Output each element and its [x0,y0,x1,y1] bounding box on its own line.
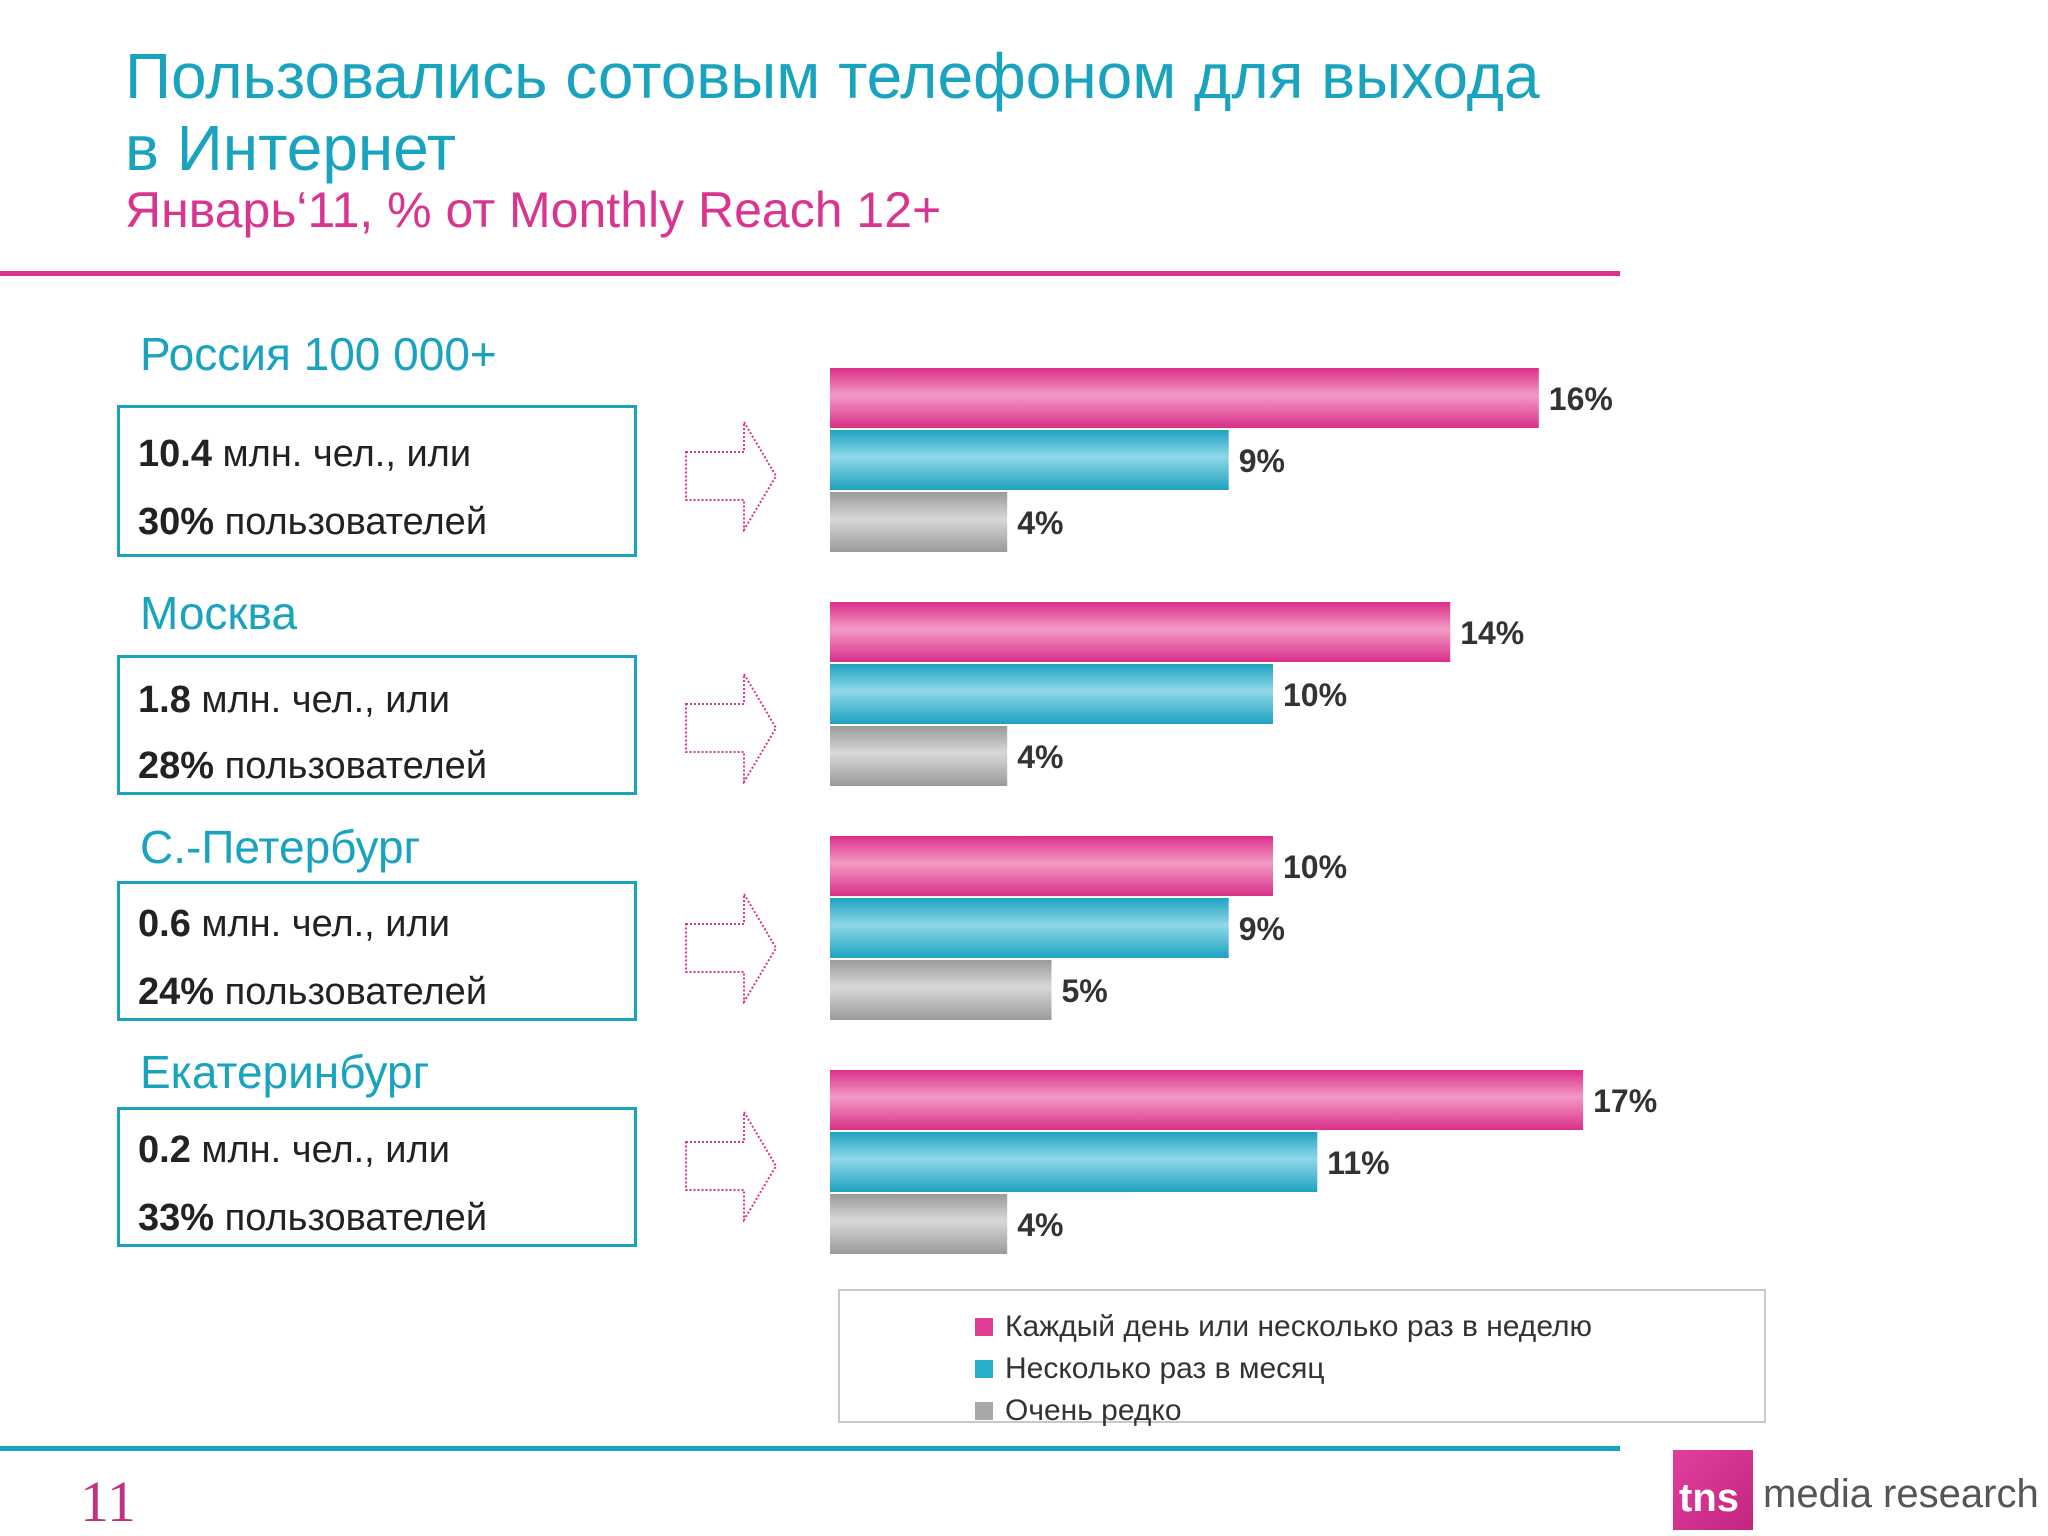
region-title-moscow: Москва [140,587,298,639]
region-info-box-yekaterinburg: 0.2 млн. чел., или 33% пользователей [117,1107,637,1247]
users-share-text: пользователей [214,1197,488,1239]
footer-divider [0,1446,1620,1451]
users-share-text: пользователей [214,501,488,543]
bar-3-2 [830,898,1229,958]
users-share-value: 24% [138,971,215,1013]
bar-3-1 [830,836,1273,896]
legend-swatch [975,1402,993,1420]
logo-text: media research [1763,1472,2039,1516]
data-label-4-3: 4% [1017,1207,1063,1243]
region-title-russia: Россия 100 000+ [140,328,497,380]
users-count-unit: млн. чел., или [211,433,472,475]
legend-swatch [975,1318,993,1336]
users-count-value: 0.2 [138,1129,191,1171]
page-subtitle: Январь‘11, % от Monthly Reach 12+ [125,182,942,238]
users-count-line: 10.4 млн. чел., или [138,432,471,476]
users-share-value: 28% [138,745,215,787]
users-share-value: 30% [138,501,215,543]
users-share-line: 24% пользователей [138,970,487,1014]
bar-4-1 [830,1070,1584,1130]
region-info-box-spb: 0.6 млн. чел., или 24% пользователей [117,881,637,1021]
legend-label: Несколько раз в месяц [1005,1352,1325,1385]
legend-swatch [975,1360,993,1378]
legend-label: Каждый день или несколько раз в неделю [1005,1310,1593,1343]
page-title-line-2: в Интернет [125,112,457,184]
users-count-value: 10.4 [138,433,212,475]
users-share-line: 30% пользователей [138,500,487,544]
users-share-line: 33% пользователей [138,1196,487,1240]
bar-4-3 [830,1194,1008,1254]
header-divider [0,271,1620,276]
users-count-value: 1.8 [138,679,191,721]
users-count-line: 0.6 млн. чел., или [138,902,450,946]
users-count-unit: млн. чел., или [190,679,450,721]
region-info-box-russia: 10.4 млн. чел., или 30% пользователей [117,405,637,557]
bar-3-3 [830,960,1052,1020]
bar-2-3 [830,726,1008,786]
tns-logo: tns media research [1673,1450,2039,1530]
users-count-line: 0.2 млн. чел., или [138,1128,450,1172]
logo-mark-text: tns [1679,1476,1739,1520]
data-label-1-1: 16% [1549,381,1613,417]
bar-1-1 [830,368,1539,428]
data-label-2-1: 14% [1460,615,1524,651]
users-count-unit: млн. чел., или [190,903,450,945]
region-title-yekaterinburg: Екатеринбург [140,1046,430,1098]
data-label-3-1: 10% [1283,849,1347,885]
legend-item-monthly: Несколько раз в месяц [975,1349,1325,1389]
legend-item-daily: Каждый день или несколько раз в неделю [975,1307,1592,1347]
region-title-spb: С.-Петербург [140,821,421,873]
page-number: 11 [80,1469,136,1534]
bar-2-1 [830,602,1451,662]
users-share-value: 33% [138,1197,215,1239]
users-count-value: 0.6 [138,903,191,945]
users-share-text: пользователей [214,745,488,787]
bar-4-2 [830,1132,1318,1192]
region-info-box-moscow: 1.8 млн. чел., или 28% пользователей [117,655,637,795]
data-label-1-2: 9% [1239,443,1285,479]
bar-chart: 16% 9% 4% 14% 10% 4% 10% 9% 5% 17% 11% 4% [830,368,1657,1254]
legend-label: Очень редко [1005,1394,1182,1427]
page-title-line-1: Пользовались сотовым телефоном для выход… [125,40,1540,112]
data-label-3-3: 5% [1062,973,1108,1009]
bar-2-2 [830,664,1273,724]
data-label-3-2: 9% [1239,911,1285,947]
bar-1-2 [830,430,1229,490]
legend-item-rarely: Очень редко [975,1391,1182,1431]
users-share-line: 28% пользователей [138,744,487,788]
chart-legend: Каждый день или несколько раз в неделю Н… [838,1289,1766,1427]
data-label-1-3: 4% [1017,505,1063,541]
data-label-2-3: 4% [1017,739,1063,775]
data-label-2-2: 10% [1283,677,1347,713]
bar-1-3 [830,492,1008,552]
users-count-unit: млн. чел., или [190,1129,450,1171]
data-label-4-2: 11% [1327,1145,1389,1181]
users-count-line: 1.8 млн. чел., или [138,678,450,722]
logo-mark: tns [1673,1450,1753,1530]
users-share-text: пользователей [214,971,488,1013]
data-label-4-1: 17% [1593,1083,1657,1119]
